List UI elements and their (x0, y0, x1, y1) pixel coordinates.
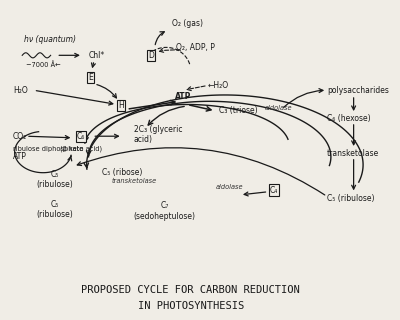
Text: C₇
(sedoheptulose): C₇ (sedoheptulose) (133, 201, 195, 220)
Text: C₅ (ribulose): C₅ (ribulose) (327, 194, 375, 203)
Text: D: D (148, 51, 154, 60)
Text: CO₂: CO₂ (13, 132, 27, 141)
Text: O₂, ADP, P: O₂, ADP, P (176, 43, 214, 52)
Text: transketolase: transketolase (111, 178, 156, 184)
Text: O₂ (gas): O₂ (gas) (172, 19, 203, 28)
Text: E: E (88, 73, 93, 82)
Text: aldolase: aldolase (265, 105, 292, 111)
Text: 2C₃ (glyceric
acid): 2C₃ (glyceric acid) (134, 125, 182, 144)
Text: H: H (118, 101, 124, 110)
Text: −7000 Å←: −7000 Å← (26, 61, 61, 68)
Text: aldolase: aldolase (215, 184, 243, 190)
Text: ATP: ATP (175, 92, 191, 101)
Text: C₃ (triose): C₃ (triose) (219, 106, 258, 115)
Text: C₅ (ribose): C₅ (ribose) (102, 168, 142, 177)
Text: ATP: ATP (13, 152, 27, 161)
Text: C₅
(ribulose): C₅ (ribulose) (36, 170, 73, 189)
Text: C₆ (hexose): C₆ (hexose) (327, 114, 371, 123)
Text: hν (quantum): hν (quantum) (24, 35, 76, 44)
Text: polysaccharides: polysaccharides (327, 86, 389, 95)
Text: C₄: C₄ (270, 186, 278, 195)
Text: H₂O: H₂O (13, 86, 28, 95)
Text: C₆: C₆ (77, 132, 85, 141)
Text: Chl*: Chl* (88, 51, 105, 60)
Text: ←H₂O: ←H₂O (208, 81, 229, 90)
Text: (β keto acid): (β keto acid) (60, 146, 102, 152)
Text: ribulose diphosphate: ribulose diphosphate (13, 146, 83, 152)
Text: IN PHOTOSYNTHESIS: IN PHOTOSYNTHESIS (138, 301, 244, 311)
Text: C₅
(ribulose): C₅ (ribulose) (36, 200, 73, 219)
Text: PROPOSED CYCLE FOR CARBON REDUCTION: PROPOSED CYCLE FOR CARBON REDUCTION (81, 285, 300, 295)
Text: transketolase: transketolase (327, 149, 379, 158)
